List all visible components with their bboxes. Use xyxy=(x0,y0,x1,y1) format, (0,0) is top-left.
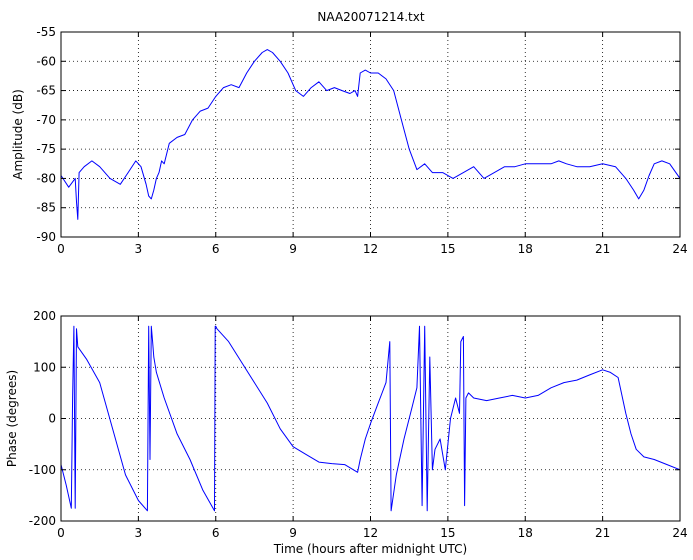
amplitude-ylabel: Amplitude (dB) xyxy=(11,89,25,180)
amplitude-ytick-label: -90 xyxy=(36,230,56,244)
phase-xlabel: Time (hours after midnight UTC) xyxy=(273,542,467,556)
amplitude-xtick-label: 18 xyxy=(518,242,533,256)
amplitude-ytick-label: -55 xyxy=(36,25,56,39)
amplitude-panel: 0 3 6 9 12 15 18 21 24 -90 -85 -80 -75 -70 -65 -60 -55 Am… xyxy=(11,25,688,256)
amplitude-xtick-label: 21 xyxy=(595,242,610,256)
phase-ytick-label: 0 xyxy=(48,412,56,426)
amplitude-axes-box xyxy=(60,31,681,238)
amplitude-xtick-label: 0 xyxy=(57,242,65,256)
phase-xtick-label: 18 xyxy=(518,526,533,540)
phase-xtick-label: 9 xyxy=(289,526,297,540)
amplitude-xtick-label: 6 xyxy=(212,242,220,256)
amplitude-ytick-label: -65 xyxy=(36,84,56,98)
amplitude-ytick-label: -70 xyxy=(36,113,56,127)
amplitude-xtick-label: 3 xyxy=(135,242,143,256)
amplitude-ytick-label: -85 xyxy=(36,201,56,215)
phase-ytick-label: -100 xyxy=(29,463,56,477)
amplitude-series-line xyxy=(61,49,680,220)
phase-ylabel: Phase (degrees) xyxy=(5,370,19,467)
amplitude-ytick-label: -75 xyxy=(36,142,56,156)
phase-xtick-label: 24 xyxy=(672,526,687,540)
phase-xtick-label: 12 xyxy=(363,526,378,540)
amplitude-ytick-label: -80 xyxy=(36,171,56,185)
amplitude-xtick-label: 12 xyxy=(363,242,378,256)
amplitude-ytick-label: -60 xyxy=(36,54,56,68)
phase-ytick-label: -200 xyxy=(29,514,56,528)
phase-series-line xyxy=(61,325,680,512)
amplitude-xtick-label: 15 xyxy=(440,242,455,256)
phase-ytick-label: 100 xyxy=(33,360,56,374)
chart-title: NAA20071214.txt xyxy=(317,10,424,24)
phase-xtick-label: 15 xyxy=(440,526,455,540)
phase-xtick-label: 3 xyxy=(135,526,143,540)
amplitude-xtick-label: 24 xyxy=(672,242,687,256)
amplitude-xtick-label: 9 xyxy=(289,242,297,256)
phase-panel: 0 3 6 9 12 15 18 21 24 -200 -100 0 100 200 Phase (degr… xyxy=(5,309,688,556)
phase-xtick-label: 6 xyxy=(212,526,220,540)
phase-xtick-label: 0 xyxy=(57,526,65,540)
phase-xtick-label: 21 xyxy=(595,526,610,540)
phase-ytick-label: 200 xyxy=(33,309,56,323)
